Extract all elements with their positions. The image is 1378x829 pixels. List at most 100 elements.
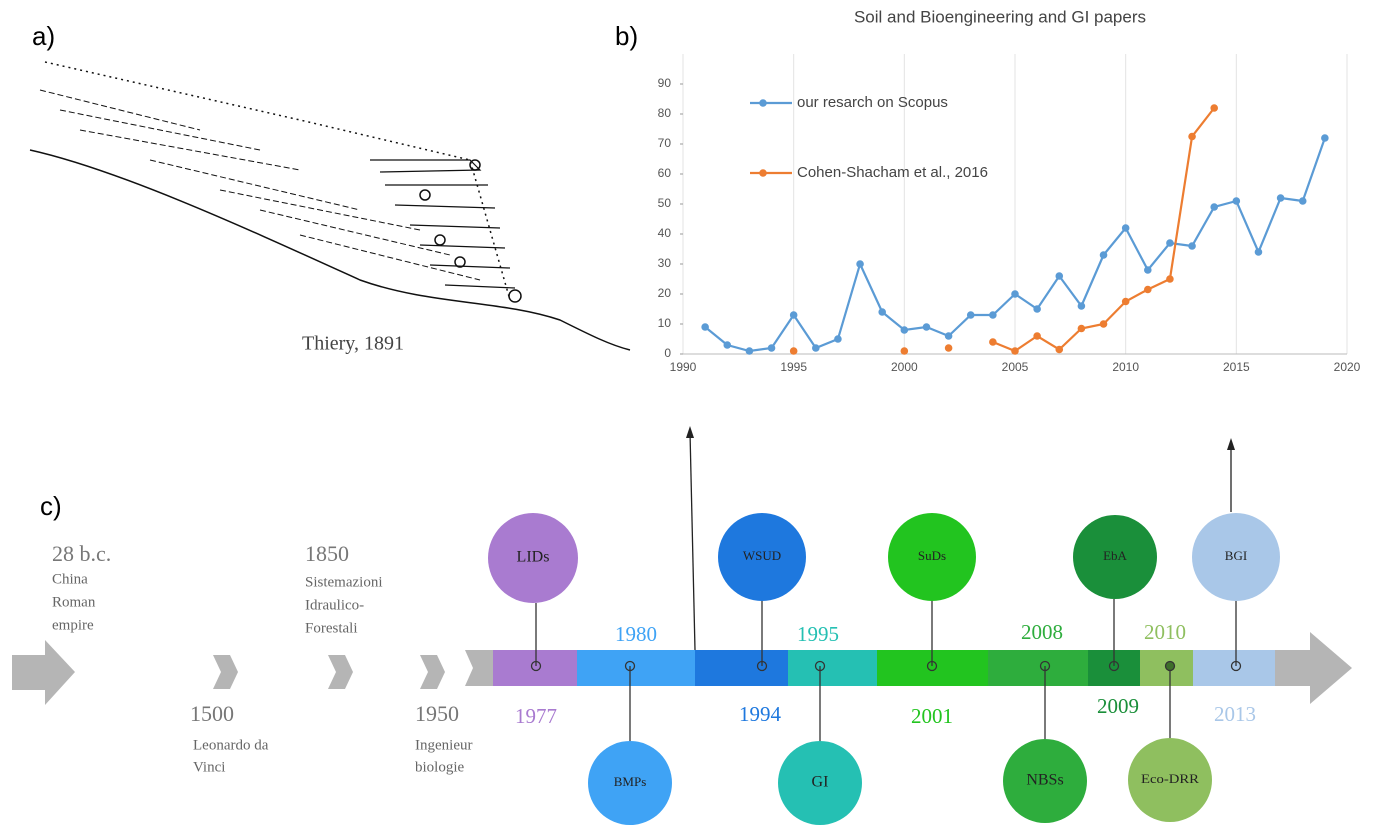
history-note: Vinci: [193, 759, 225, 775]
arrow: [12, 640, 75, 705]
history-year: 1500: [190, 701, 234, 726]
data-point: [1122, 224, 1130, 232]
timeline-segment: [493, 650, 577, 686]
series-line: [993, 108, 1214, 351]
data-point: [1188, 242, 1196, 250]
item-year: 1977: [515, 704, 557, 728]
legend-label: our resarch on Scopus: [797, 94, 948, 111]
item-year: 2009: [1097, 694, 1139, 718]
x-tick-label: 1995: [780, 360, 807, 374]
drawing-caption: Thiery, 1891: [302, 333, 404, 355]
y-tick-label: 30: [658, 256, 672, 270]
bubble-label: NBSs: [1026, 772, 1063, 789]
bubble-label: BMPs: [614, 774, 647, 789]
data-point: [878, 308, 886, 316]
timeline-segment: [988, 650, 1088, 686]
chart-title: Soil and Bioengineering and GI papers: [854, 7, 1146, 26]
x-tick-label: 2015: [1223, 360, 1250, 374]
panel-label: c): [40, 491, 62, 521]
history-note: empire: [52, 617, 94, 633]
data-point: [1033, 305, 1041, 313]
data-point: [901, 347, 909, 355]
data-point: [967, 311, 975, 319]
timeline-segment: [695, 650, 788, 686]
data-point: [701, 323, 709, 331]
data-point: [1100, 251, 1108, 259]
data-point: [1166, 275, 1174, 283]
arrow-head: [1227, 438, 1235, 450]
stem-dot: [1166, 662, 1175, 671]
y-tick-label: 90: [658, 76, 672, 90]
arrow-head: [686, 426, 694, 438]
data-point: [768, 344, 776, 352]
data-point: [1078, 302, 1086, 310]
figure: a) b) c) Thiery, 1891 Soil and Bioengine…: [0, 0, 1378, 829]
timeline-segment: [1193, 650, 1275, 686]
y-tick-label: 80: [658, 106, 672, 120]
data-point: [1166, 239, 1174, 247]
data-point: [834, 335, 842, 343]
data-point: [856, 260, 864, 268]
item-year: 2001: [911, 704, 953, 728]
history-note: Idraulico-: [305, 597, 364, 613]
history-year: 1850: [305, 541, 349, 566]
history-note: China: [52, 571, 88, 587]
history-year: 28 b.c.: [52, 541, 111, 566]
item-year: 2013: [1214, 702, 1256, 726]
history-note: Leonardo da: [193, 737, 269, 753]
timeline: 28 b.c. China Roman empire 1500 Leonardo da Vi…: [12, 426, 1352, 825]
data-point: [1011, 290, 1019, 298]
timeline-segment: [788, 650, 877, 686]
bubble-label: LIDs: [517, 549, 550, 566]
data-point: [812, 344, 820, 352]
data-point: [1055, 346, 1063, 354]
data-point: [1233, 197, 1241, 205]
item-year: 2008: [1021, 620, 1063, 644]
history-note: biologie: [415, 759, 465, 775]
data-point: [1321, 134, 1329, 142]
y-tick-label: 60: [658, 166, 672, 180]
bubble-label: WSUD: [743, 548, 781, 563]
x-tick-label: 2020: [1334, 360, 1361, 374]
data-point: [746, 347, 754, 355]
data-point: [989, 311, 997, 319]
chevron: [465, 650, 493, 686]
data-point: [1277, 194, 1285, 202]
data-point: [1033, 332, 1041, 340]
y-tick-label: 70: [658, 136, 672, 150]
data-point: [1210, 104, 1218, 112]
panel-label: a): [32, 21, 55, 51]
y-tick-label: 10: [658, 316, 672, 330]
y-tick-label: 40: [658, 226, 672, 240]
x-tick-label: 1990: [670, 360, 697, 374]
chevron: [213, 655, 238, 689]
legend-marker: [759, 169, 767, 177]
legend-marker: [759, 99, 767, 107]
chevron: [420, 655, 445, 689]
data-point: [1188, 133, 1196, 141]
data-point: [1144, 286, 1152, 294]
data-point: [1210, 203, 1218, 211]
history-note: Roman: [52, 594, 96, 610]
x-tick-label: 2005: [1002, 360, 1029, 374]
history-note: Sistemazioni: [305, 574, 383, 590]
item-year: 1994: [739, 702, 782, 726]
history-year: 1950: [415, 701, 459, 726]
data-point: [1144, 266, 1152, 274]
data-point: [901, 326, 909, 334]
data-point: [790, 347, 798, 355]
data-point: [1078, 325, 1086, 333]
data-point: [1011, 347, 1019, 355]
data-point: [1055, 272, 1063, 280]
slope-sketch: [30, 62, 630, 350]
arrow-line: [690, 432, 695, 650]
bubble-label: GI: [812, 774, 829, 791]
item-year: 1980: [615, 622, 657, 646]
bubble-label: EbA: [1103, 548, 1127, 563]
data-point: [1255, 248, 1263, 256]
panel-label: b): [615, 21, 638, 51]
data-point: [945, 332, 953, 340]
item-year: 1995: [797, 622, 839, 646]
bubble-label: Eco-DRR: [1141, 771, 1199, 786]
